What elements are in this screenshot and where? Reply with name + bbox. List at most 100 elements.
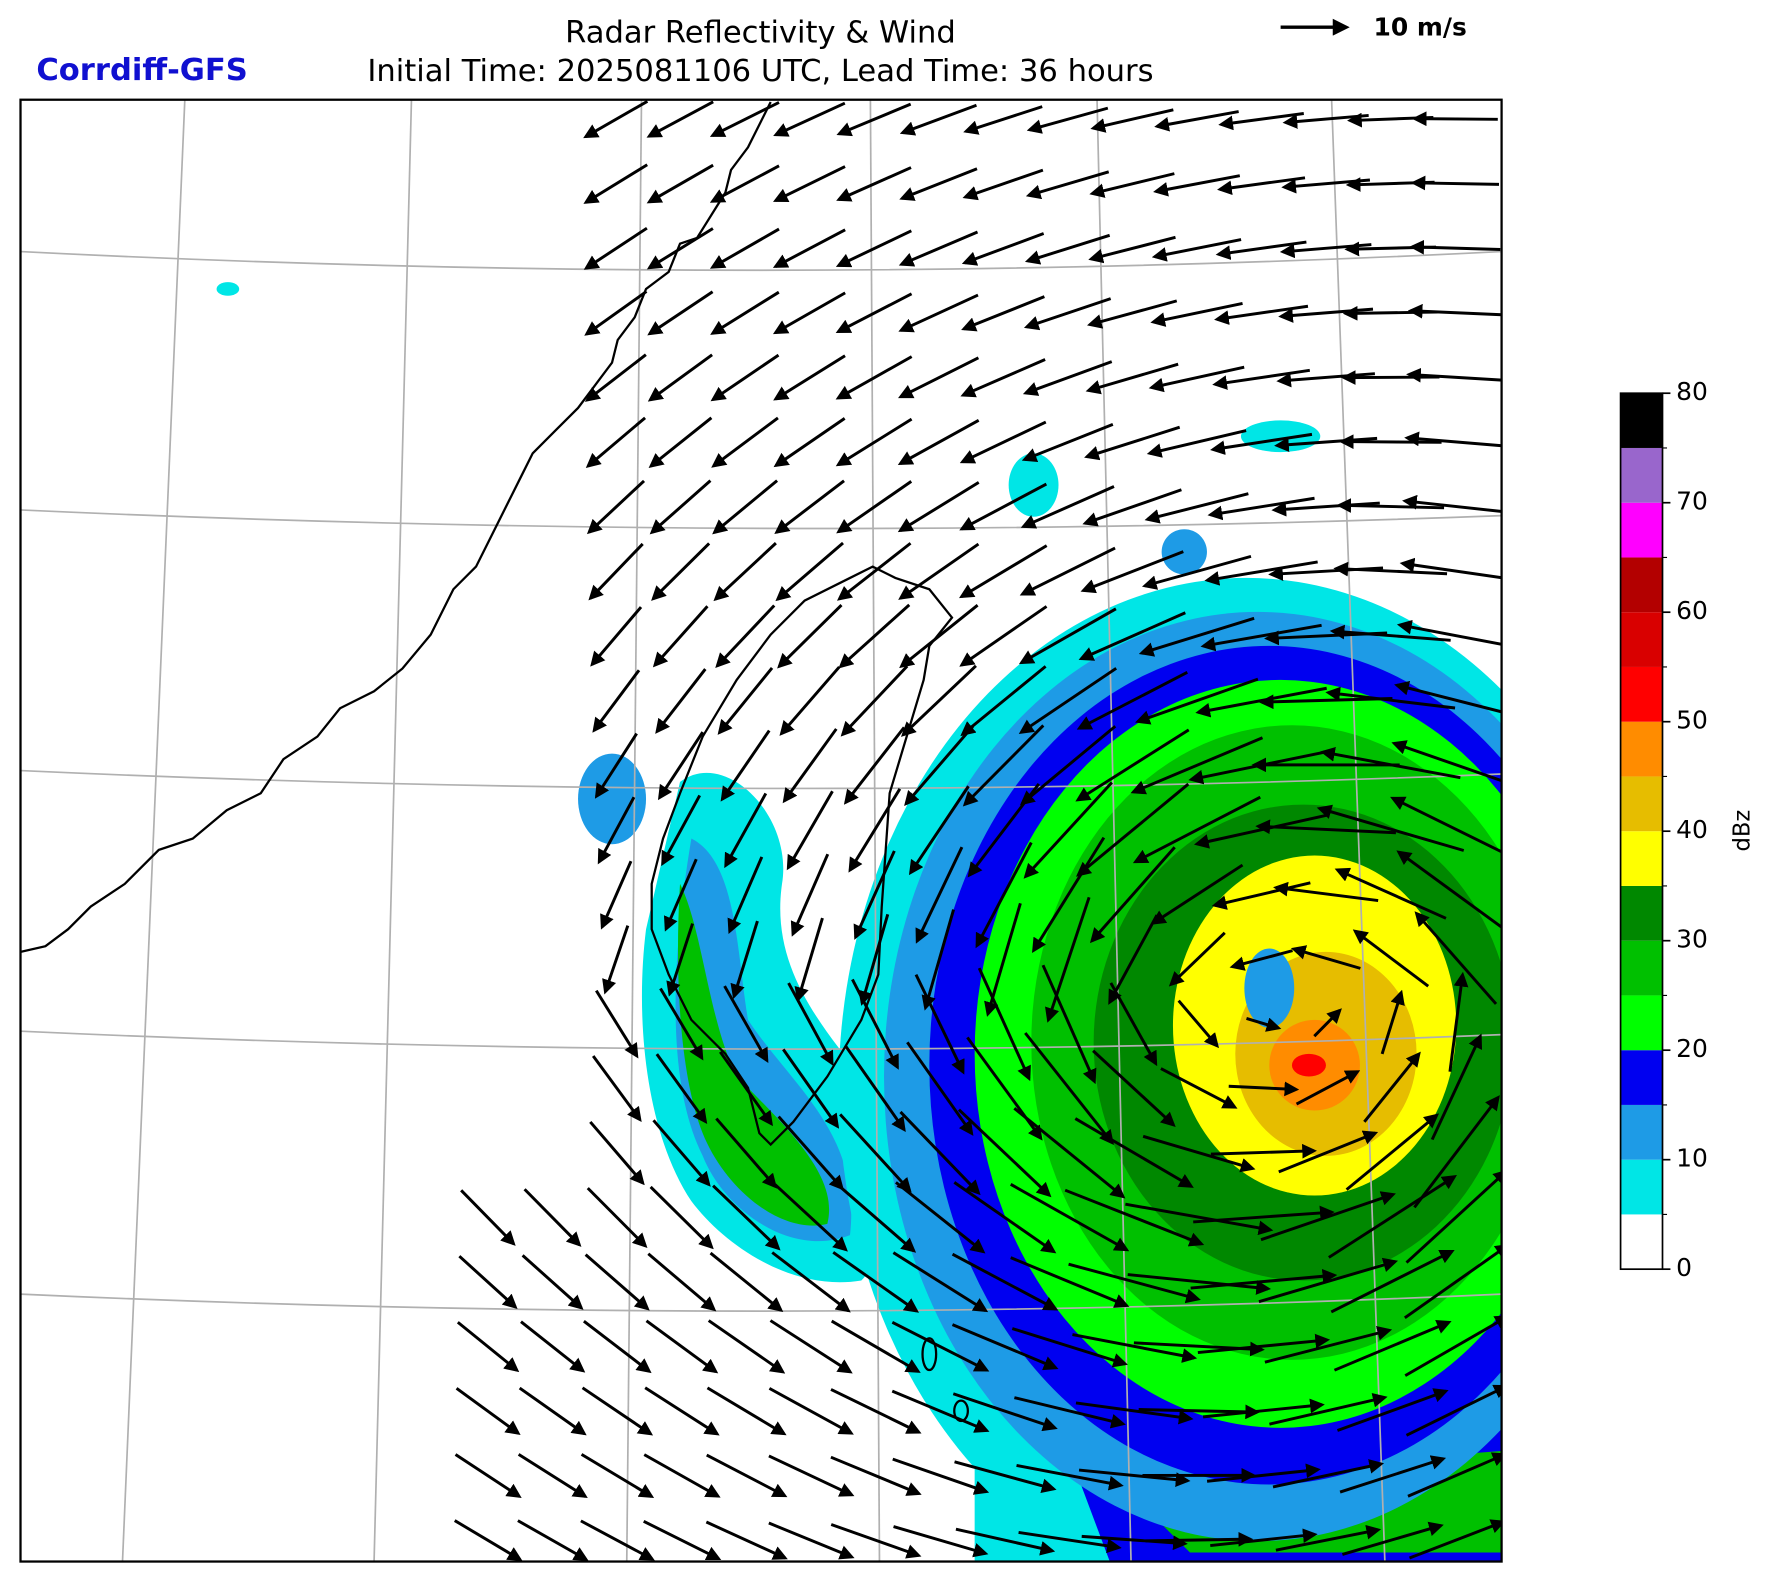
wind-arrow bbox=[709, 1251, 784, 1313]
wind-arrow bbox=[1336, 498, 1445, 513]
colorbar-tick-label: 50 bbox=[1676, 706, 1708, 735]
wind-arrow bbox=[1021, 422, 1114, 463]
wind-arrow bbox=[1363, 1051, 1421, 1123]
wind-arrow bbox=[891, 1320, 990, 1372]
wind-arrow bbox=[768, 1521, 855, 1560]
wind-arrow bbox=[853, 850, 896, 940]
wind-arrow bbox=[1414, 911, 1498, 1005]
wind-arrow bbox=[1210, 1528, 1318, 1548]
wind-arrow bbox=[652, 1119, 711, 1187]
wind-arrow bbox=[717, 667, 774, 735]
radar bbox=[216, 282, 1502, 1562]
wind-arrow bbox=[1396, 619, 1502, 646]
wind-arrow bbox=[835, 229, 912, 268]
wind-arrow bbox=[954, 1460, 1057, 1493]
colorbar-tick-label: 10 bbox=[1676, 1144, 1708, 1173]
wind-arrow bbox=[1089, 172, 1175, 198]
wind-arrow bbox=[773, 101, 846, 137]
wind-arrow bbox=[592, 669, 641, 733]
wind-arrow bbox=[858, 913, 890, 1006]
wind-arrow bbox=[836, 102, 912, 137]
wind-arrow bbox=[1330, 1249, 1455, 1314]
wind-arrow bbox=[794, 917, 824, 1003]
wind-arrow bbox=[646, 163, 714, 204]
wind-arrow bbox=[580, 1519, 655, 1561]
wind-arrow bbox=[1210, 1143, 1317, 1159]
wind-arrow bbox=[1045, 896, 1091, 1023]
wind-arrow bbox=[1333, 561, 1448, 577]
colorbar-tick-label: 40 bbox=[1676, 815, 1708, 844]
colorbar-bin bbox=[1620, 940, 1663, 996]
wind-arrow bbox=[840, 665, 909, 737]
colorbar-bin bbox=[1620, 393, 1663, 448]
wind-arrow bbox=[1016, 1464, 1124, 1491]
wind-arrow bbox=[659, 987, 704, 1061]
wind-arrow bbox=[1085, 362, 1179, 395]
wind-arrow bbox=[779, 665, 841, 736]
wind-arrow bbox=[895, 1181, 986, 1254]
wind-arrow bbox=[769, 1319, 853, 1374]
wind-arrow bbox=[891, 1389, 990, 1433]
wind-arrow bbox=[790, 853, 830, 937]
wind-arrow bbox=[589, 1120, 645, 1186]
wind-arrow bbox=[1275, 1524, 1382, 1552]
wind-arrow bbox=[523, 1188, 582, 1247]
wind-arrow bbox=[1411, 111, 1498, 127]
colorbar-bin bbox=[1620, 1104, 1663, 1160]
wind-arrow bbox=[1022, 360, 1113, 396]
wind-arrow bbox=[1088, 235, 1176, 264]
wind-arrow bbox=[1255, 819, 1396, 835]
wind-arrow bbox=[1024, 233, 1111, 265]
wind-arrow bbox=[961, 232, 1045, 266]
colorbar-tick-label: 70 bbox=[1676, 487, 1708, 516]
wind-arrow bbox=[1019, 725, 1117, 806]
wind-arrow bbox=[1202, 1398, 1325, 1419]
wind-arrow bbox=[897, 481, 980, 533]
wind-arrow bbox=[1132, 795, 1261, 864]
wind-arrow bbox=[586, 479, 646, 535]
wind-arrow bbox=[1020, 485, 1115, 529]
wind-arrow bbox=[521, 1254, 584, 1310]
wind-arrow bbox=[655, 668, 707, 734]
wind-arrow bbox=[900, 664, 977, 737]
wind-arrow bbox=[1210, 432, 1313, 456]
wind-arrow bbox=[961, 295, 1045, 332]
colorbar-tick-label: 60 bbox=[1676, 596, 1708, 625]
wind-arrow bbox=[649, 1185, 714, 1250]
wind-arrow bbox=[454, 1453, 522, 1498]
colorbar-bin bbox=[1620, 447, 1663, 503]
wind-arrow bbox=[710, 290, 780, 335]
wind-arrow bbox=[1211, 881, 1311, 910]
wind-arrow bbox=[1130, 736, 1264, 795]
wind-arrow bbox=[651, 542, 711, 601]
wind-arrow bbox=[712, 1184, 781, 1251]
wind-arrow bbox=[1278, 1130, 1379, 1174]
wind-arrow bbox=[1150, 863, 1244, 925]
wind-arrow bbox=[705, 1520, 788, 1560]
colorbar-bin bbox=[1620, 502, 1663, 558]
wind-arrow bbox=[1264, 1326, 1393, 1364]
colorbar-bin bbox=[1620, 557, 1663, 613]
wind-arrow bbox=[1090, 108, 1174, 133]
wind-arrow bbox=[600, 860, 633, 930]
colorbar-tick-label: 0 bbox=[1676, 1253, 1692, 1282]
wind-arrow bbox=[1168, 931, 1226, 987]
wind-arrow bbox=[848, 788, 902, 873]
wind-arrow bbox=[1394, 680, 1502, 714]
wind-arrow bbox=[1403, 1243, 1502, 1320]
wind-arrow bbox=[453, 1519, 523, 1561]
colorbar-bin bbox=[1620, 721, 1663, 777]
wind-arrow bbox=[719, 1051, 773, 1127]
wind-arrow bbox=[585, 416, 647, 468]
wind-arrow bbox=[962, 724, 1045, 807]
wind-arrow bbox=[914, 973, 965, 1075]
wind-arrow bbox=[583, 226, 648, 270]
wind-arrow bbox=[1413, 1095, 1500, 1209]
wind-arrow bbox=[1011, 1327, 1128, 1368]
wind-arrow bbox=[1138, 1404, 1261, 1420]
wind-arrow bbox=[836, 480, 913, 534]
wind-arrow bbox=[892, 1457, 990, 1495]
wind-arrow bbox=[837, 542, 912, 601]
wind-arrow bbox=[647, 1252, 717, 1312]
wind-arrow bbox=[1154, 110, 1239, 132]
